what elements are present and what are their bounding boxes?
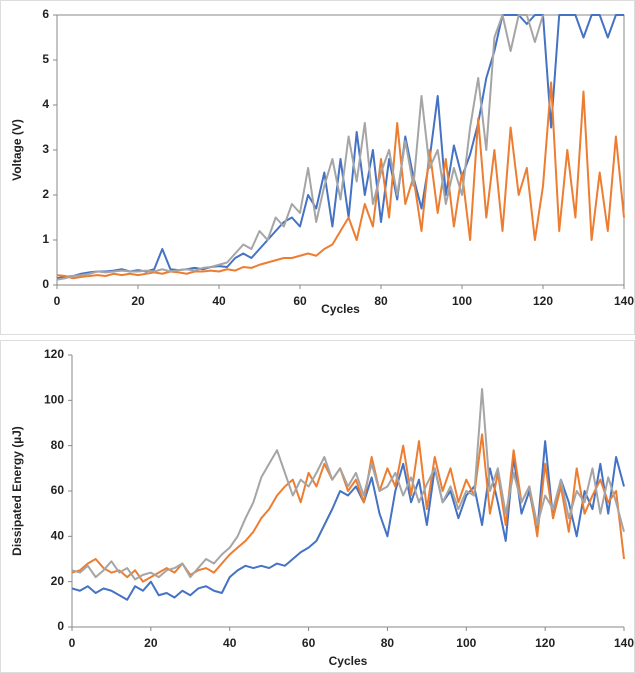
x-tick-label: 40 [223,636,237,650]
x-tick-label: 60 [302,636,316,650]
y-tick-label: 1 [42,232,49,246]
x-tick-label: 140 [614,294,634,308]
x-tick-label: 120 [535,636,555,650]
y-tick-label: 40 [51,529,65,543]
x-tick-label: 120 [533,294,553,308]
x-tick-label: 140 [614,636,634,650]
data-line [71,388,625,581]
x-tick-label: 40 [212,294,226,308]
y-axis-label: Dissipated Energy (µJ) [10,426,24,556]
x-tick-label: 20 [131,294,145,308]
x-tick-label: 100 [452,294,472,308]
y-tick-label: 100 [44,393,64,407]
y-tick-label: 20 [51,574,65,588]
y-tick-label: 6 [42,7,49,21]
plot-frame [56,14,625,286]
x-tick-label: 0 [54,294,61,308]
data-line [56,81,625,280]
y-tick-label: 120 [44,347,64,361]
y-tick-label: 5 [42,52,49,66]
y-tick-label: 3 [42,142,49,156]
x-tick-label: 60 [293,294,307,308]
y-tick-label: 80 [51,438,65,452]
y-axis-label: Voltage (V) [10,119,24,181]
y-tick-label: 60 [51,483,65,497]
x-tick-label: 80 [381,636,395,650]
x-tick-label: 80 [374,294,388,308]
x-tick-label: 0 [69,636,76,650]
data-line [56,14,544,281]
panel [0,0,635,335]
x-axis-label: Cycles [329,654,368,668]
data-line [56,14,624,280]
y-tick-label: 0 [42,277,49,291]
x-tick-label: 20 [144,636,158,650]
y-tick-label: 4 [42,97,49,111]
y-tick-label: 2 [42,187,49,201]
y-tick-label: 0 [57,619,64,633]
x-axis-label: Cycles [321,302,360,316]
x-tick-label: 100 [456,636,476,650]
